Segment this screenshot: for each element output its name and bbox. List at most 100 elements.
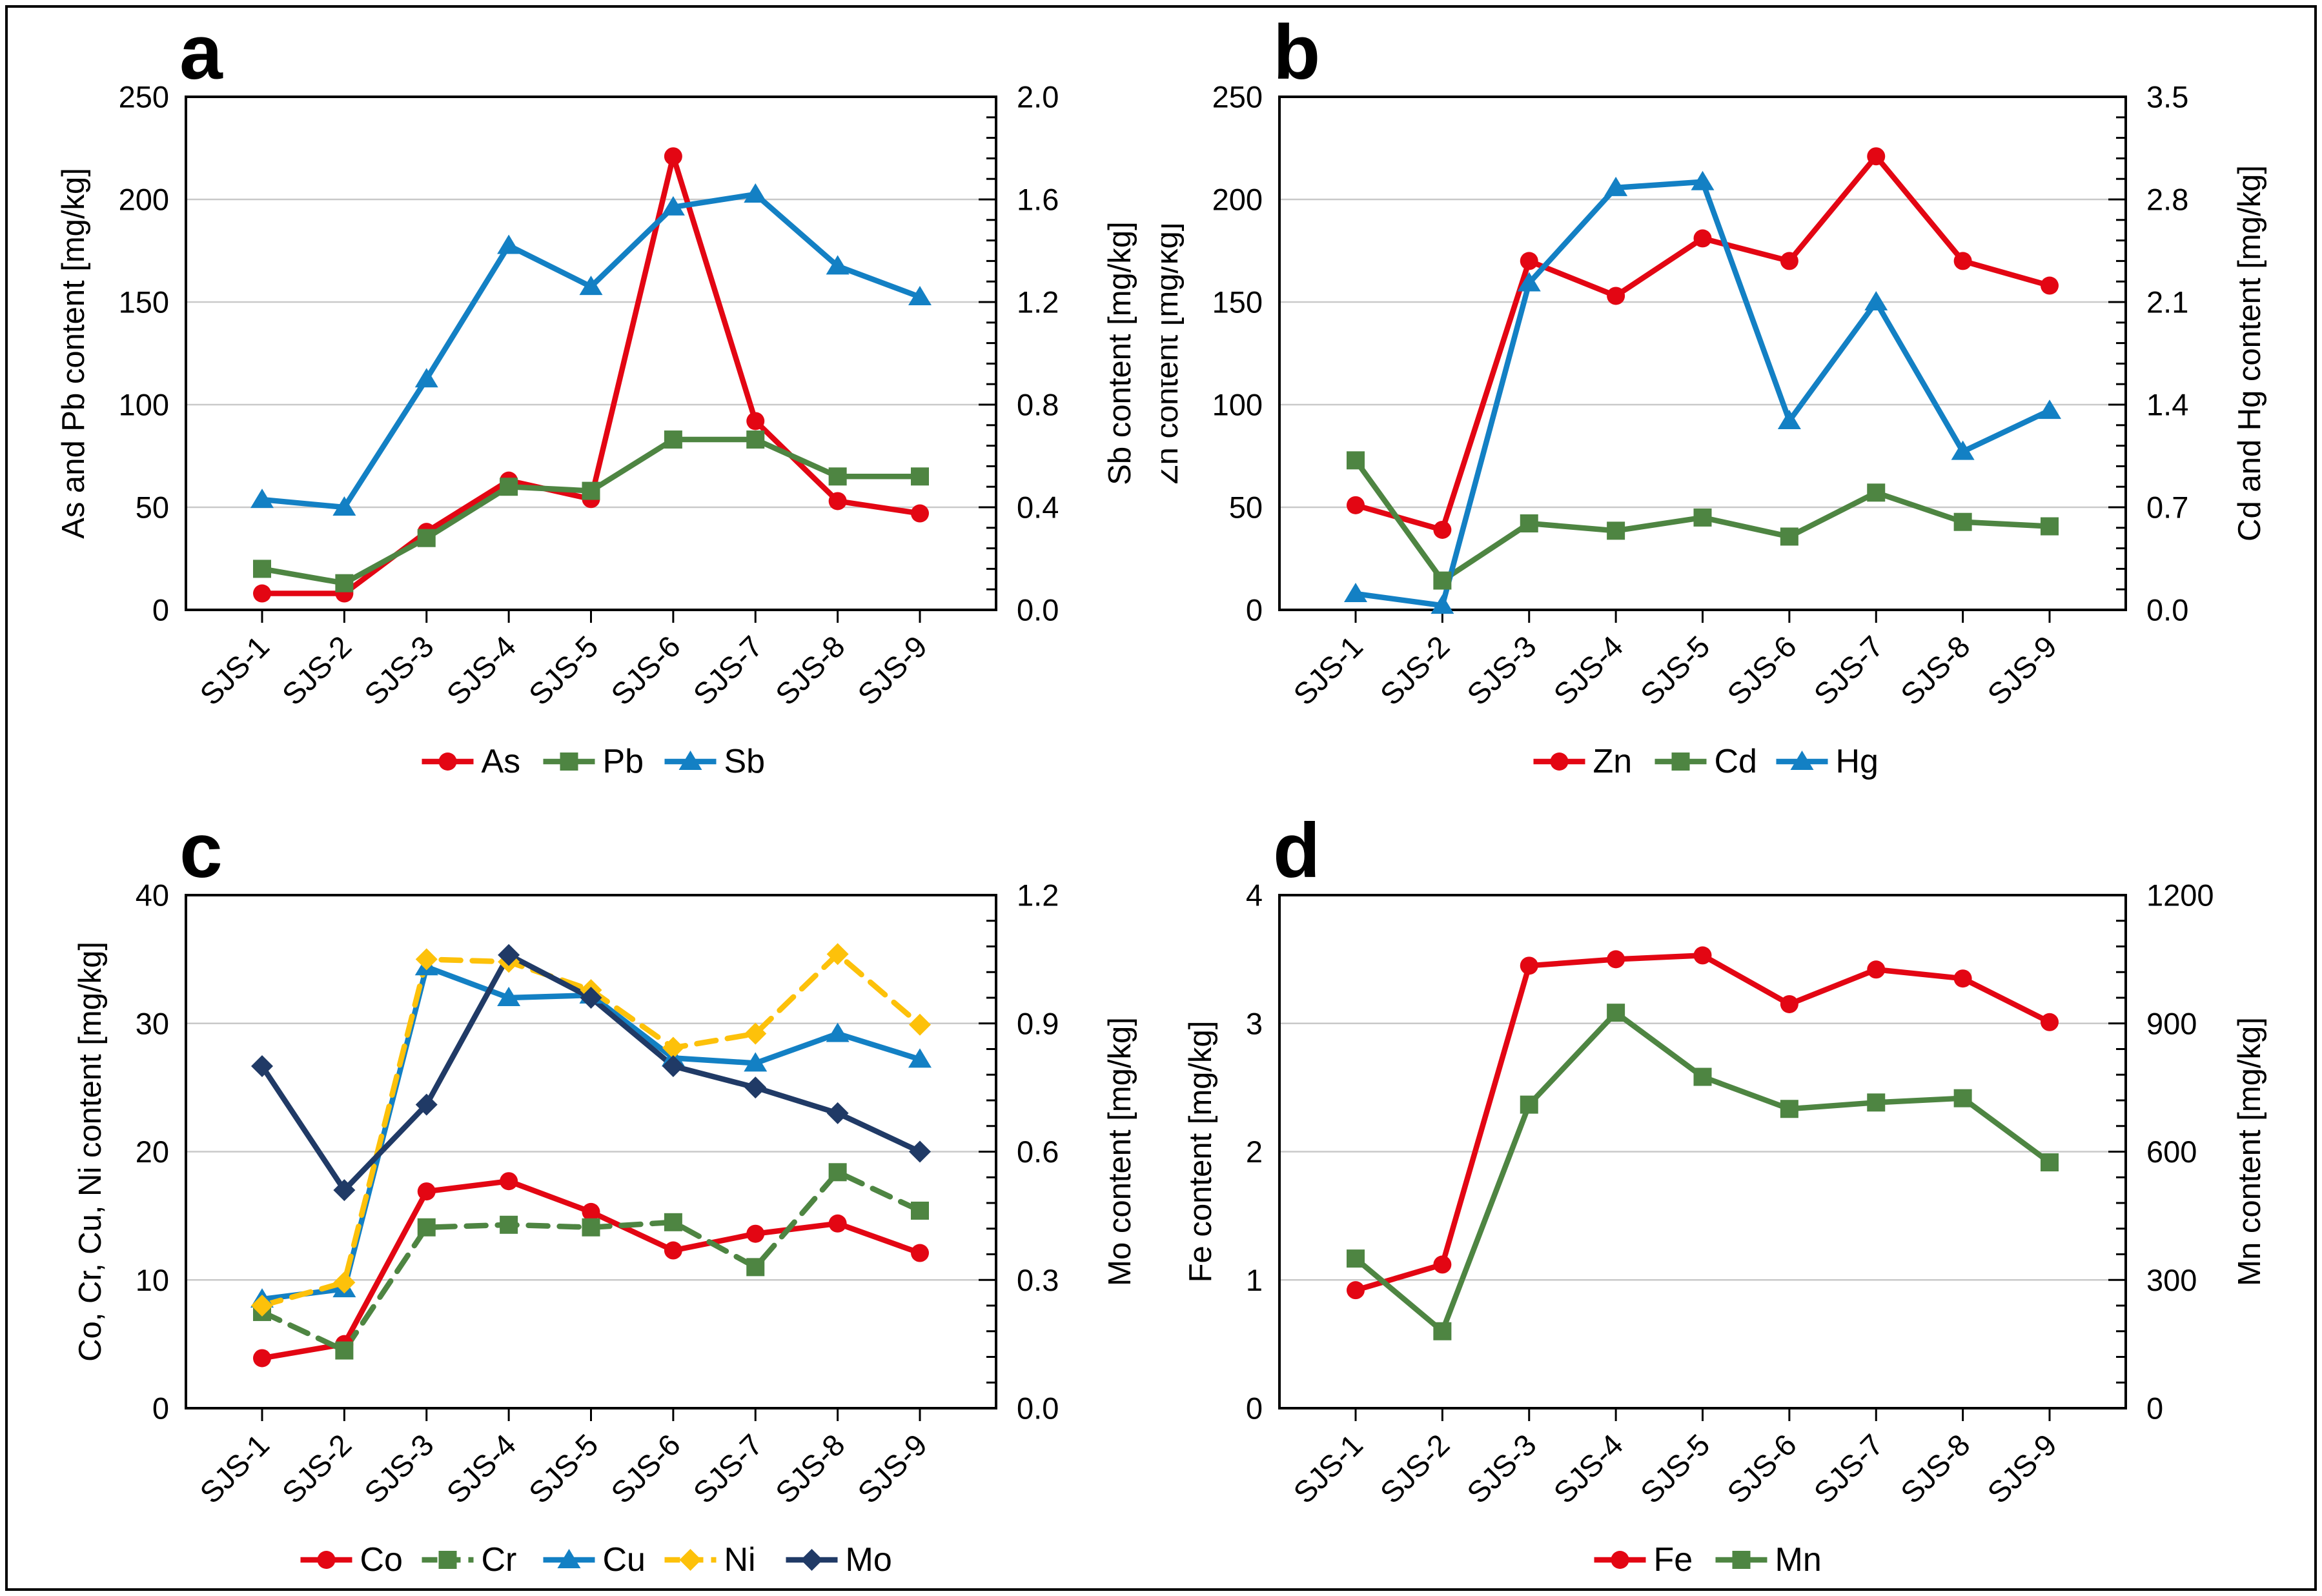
series-Mn-markers [1347,1004,2059,1340]
Co-point-SJS-5 [582,1202,600,1221]
svg-text:Cr: Cr [482,1541,517,1579]
svg-text:1.4: 1.4 [2146,388,2188,422]
legend-Mo: Mo [786,1541,892,1579]
svg-text:0: 0 [1246,1391,1263,1426]
As-point-SJS-8 [828,492,847,510]
svg-text:SJS-7: SJS-7 [686,1428,769,1510]
svg-text:SJS-6: SJS-6 [1720,1428,1803,1510]
series-Fe-line [1352,953,2053,1293]
left-axis-tick-labels: 0 1 2 3 4 [1246,878,1263,1426]
Co-point-SJS-4 [500,1172,518,1191]
As-point-SJS-9 [911,504,929,523]
left-axis-title: Co, Cr, Cu, Ni content [mg/kg] [73,942,108,1362]
Sb-point-SJS-8 [826,255,850,275]
panel-d-legend: Fe Mn [1594,1541,1822,1579]
Zn-point-SJS-8 [1953,252,1972,270]
legend-Co-marker [317,1551,336,1569]
svg-text:SJS-5: SJS-5 [1634,1428,1716,1510]
gridlines [1279,198,2126,509]
left-axis-tick-labels: 0 50 100 150 200 250 [119,80,169,627]
Fe-point-SJS-8 [1953,969,1972,988]
svg-text:SJS-9: SJS-9 [851,629,933,712]
svg-text:150: 150 [119,285,169,319]
Zn-point-SJS-5 [1693,229,1712,248]
svg-text:50: 50 [1229,490,1263,525]
Mo-point-SJS-8 [826,1102,849,1124]
legend-Sb-marker [678,751,702,770]
Cr-point-SJS-5 [582,1218,600,1237]
series-Hg-markers [1344,170,2061,614]
svg-text:Cu: Cu [603,1541,646,1579]
Pb-point-SJS-1 [253,560,271,578]
legend-Cd: Cd [1655,743,1757,780]
svg-text:250: 250 [119,80,169,114]
svg-text:300: 300 [2146,1263,2197,1297]
svg-text:2: 2 [1246,1135,1263,1169]
svg-text:SJS-2: SJS-2 [1373,1428,1456,1510]
Fe-point-SJS-9 [2041,1013,2059,1031]
right-axis-tick-labels: 0.0 0.3 0.6 0.9 1.2 [1017,878,1059,1426]
Cd-point-SJS-1 [1347,451,1365,470]
Cu-point-SJS-4 [497,987,521,1006]
legend-As: As [422,743,520,780]
svg-text:0.0: 0.0 [1017,1391,1059,1426]
Sb-point-SJS-4 [497,234,521,254]
Cr-point-SJS-6 [664,1213,682,1231]
svg-text:SJS-4: SJS-4 [1547,629,1629,712]
svg-text:10: 10 [136,1263,169,1297]
Co-point-SJS-1 [253,1349,271,1368]
Cr-point-SJS-7 [746,1258,765,1277]
right-axis-ticks [2108,920,2126,1384]
svg-text:SJS-9: SJS-9 [1981,629,2063,712]
Cr-point-SJS-2 [335,1341,354,1360]
svg-text:3: 3 [1246,1006,1263,1040]
Fe-point-SJS-7 [1867,960,1886,979]
svg-text:SJS-5: SJS-5 [522,1428,605,1510]
svg-text:200: 200 [1212,183,1263,217]
panel-a-letter: a [179,9,223,96]
Cd-point-SJS-2 [1433,571,1452,590]
svg-text:SJS-1: SJS-1 [193,1428,276,1510]
Mn-point-SJS-7 [1867,1093,1886,1112]
As-point-SJS-7 [746,412,765,430]
Ni-point-SJS-8 [826,943,849,965]
svg-text:SJS-7: SJS-7 [1807,629,1889,712]
Ni-point-SJS-2 [333,1271,356,1294]
legend-Zn-marker [1550,753,1569,771]
svg-text:SJS-5: SJS-5 [522,629,605,712]
svg-text:0.0: 0.0 [2146,593,2188,627]
svg-text:200: 200 [119,183,169,217]
legend-Fe: Fe [1594,1541,1693,1579]
legend-Cr-marker [438,1551,457,1569]
plot-frame [185,96,997,611]
legend-Cr: Cr [422,1541,517,1579]
series-Zn-markers [1347,147,2059,539]
left-axis-title: Zn content [mg/kg] [1161,223,1185,485]
Sb-point-SJS-5 [579,276,603,296]
Cd-point-SJS-6 [1780,527,1798,546]
svg-text:40: 40 [136,878,169,913]
Hg-point-SJS-1 [1344,583,1367,603]
Sb-point-SJS-3 [414,368,438,388]
legend-Cu-marker [557,1549,581,1568]
legend-Cd-marker [1671,753,1690,771]
svg-text:SJS-9: SJS-9 [851,1428,933,1510]
series-As-markers [253,147,929,603]
Hg-point-SJS-5 [1691,170,1715,190]
legend-Mn-marker [1732,1551,1751,1569]
svg-text:0.6: 0.6 [1017,1135,1059,1169]
left-axis-tick-labels: 0 10 20 30 40 [136,878,169,1426]
svg-text:100: 100 [1212,388,1263,422]
Mo-point-SJS-4 [498,944,520,966]
legend-Pb: Pb [543,743,644,780]
right-axis-ticks [2108,116,2126,591]
Zn-point-SJS-1 [1347,496,1365,514]
Cu-point-SJS-9 [908,1048,932,1068]
Mo-point-SJS-7 [744,1076,767,1099]
svg-text:0.9: 0.9 [1017,1006,1059,1040]
series-Fe-markers [1347,946,2059,1300]
svg-text:SJS-1: SJS-1 [193,629,276,712]
As-point-SJS-1 [253,584,271,603]
